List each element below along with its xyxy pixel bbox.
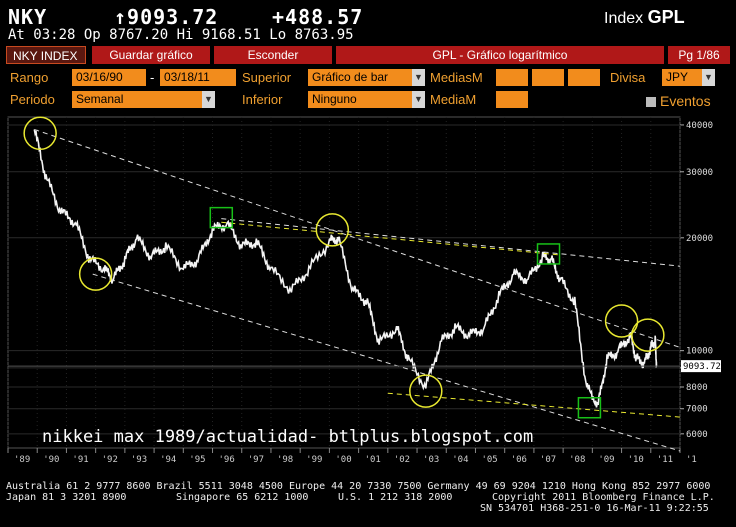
avg-label: MediaM — [430, 92, 477, 107]
currency-dropdown-icon[interactable]: ▼ — [702, 69, 715, 86]
range-separator: - — [150, 70, 155, 85]
avg-field[interactable] — [496, 91, 528, 108]
trend-line — [92, 273, 681, 452]
annotation-circle — [409, 374, 443, 408]
support-line — [387, 392, 681, 418]
x-tick-label: '89 — [14, 455, 30, 465]
lower-label: Inferior — [242, 92, 283, 107]
page-indicator[interactable]: Pg 1/86 — [668, 46, 730, 64]
x-tick-label: '10 — [628, 455, 644, 465]
annotation-circle — [631, 318, 665, 352]
trend-line — [34, 129, 681, 348]
index-label: Index GPL — [604, 7, 685, 28]
y-tick-label: 20000 — [686, 234, 713, 244]
quote-header: NKY ↑9093.72 +488.57 Index GPL At 03:28 … — [0, 0, 736, 46]
y-tick-label: 30000 — [686, 168, 713, 178]
menu-bar: NKY INDEX Guardar gráfico Esconder GPL -… — [6, 46, 730, 65]
annotation-circle — [78, 257, 113, 291]
lower-dropdown-icon[interactable]: ▼ — [412, 91, 425, 108]
x-tick-label: '00 — [335, 455, 351, 465]
x-tick-label: '08 — [569, 455, 585, 465]
y-tick-label: 6000 — [686, 430, 708, 440]
x-tick-label: '1 — [686, 455, 697, 465]
x-tick-label: '90 — [43, 455, 59, 465]
trend-line — [221, 218, 681, 267]
support-line — [221, 221, 561, 256]
controls-row-1: Rango 03/16/90 - 03/18/11 Superior Gráfi… — [6, 69, 730, 87]
moving-avg-field-3[interactable] — [568, 69, 600, 86]
tab-nky-index[interactable]: NKY INDEX — [6, 46, 86, 64]
x-tick-label: '94 — [160, 455, 176, 465]
x-tick-label: '95 — [189, 455, 205, 465]
upper-label: Superior — [242, 70, 292, 85]
footer-line-1: Australia 61 2 9777 8600 Brazil 5511 304… — [6, 481, 711, 492]
ticker-symbol: NKY — [8, 5, 48, 29]
upper-dropdown-icon[interactable]: ▼ — [412, 69, 425, 86]
x-tick-label: '97 — [248, 455, 264, 465]
index-function: GPL — [647, 7, 685, 27]
x-tick-label: '02 — [394, 455, 410, 465]
annotation-square — [209, 206, 234, 229]
footer-us: U.S. 1 212 318 2000 — [338, 492, 453, 503]
x-tick-label: '01 — [365, 455, 381, 465]
range-label: Rango — [10, 70, 49, 85]
controls-row-2: Periodo Semanal ▼ Inferior Ninguno ▼ Med… — [6, 91, 730, 109]
range-start-field[interactable]: 03/16/90 — [72, 69, 146, 86]
price-change: +488.57 — [272, 5, 364, 29]
x-tick-label: '09 — [598, 455, 614, 465]
chart-title: GPL - Gráfico logarítmico — [336, 46, 664, 64]
x-tick-label: '96 — [219, 455, 235, 465]
moving-avg-field-1[interactable] — [496, 69, 528, 86]
currency-select[interactable]: JPY — [662, 69, 702, 86]
events-toggle[interactable]: Eventos — [646, 93, 711, 109]
x-tick-label: '03 — [423, 455, 439, 465]
upper-select[interactable]: Gráfico de bar — [308, 69, 412, 86]
annotation-circle — [23, 116, 57, 151]
moving-avg-label: MediasM — [430, 70, 483, 85]
x-tick-label: '98 — [277, 455, 293, 465]
x-tick-label: '92 — [102, 455, 118, 465]
footer-session: SN 534701 H368-251-0 16-Mar-11 9:22:55 — [480, 503, 709, 514]
x-tick-label: '07 — [540, 455, 556, 465]
footer-singapore: Singapore 65 6212 1000 — [176, 492, 309, 503]
x-tick-label: '11 — [657, 455, 673, 465]
chart-area: 40000 30000 20000 10000 8000 7000 6000 '89 '90 '9… — [0, 113, 736, 465]
events-label: Eventos — [660, 93, 711, 109]
footer-japan: Japan 81 3 3201 8900 — [6, 492, 127, 503]
x-tick-label: '99 — [306, 455, 322, 465]
last-price: ↑9093.72 — [114, 5, 219, 29]
events-checkbox[interactable] — [646, 97, 656, 107]
x-tick-label: '91 — [72, 455, 88, 465]
x-tick-label: '05 — [481, 455, 497, 465]
current-price-label: 9093.72 — [683, 362, 721, 372]
period-dropdown-icon[interactable]: ▼ — [202, 91, 215, 108]
y-tick-label: 40000 — [686, 121, 713, 131]
y-tick-label: 10000 — [686, 347, 713, 357]
footer-copyright: Copyright 2011 Bloomberg Finance L.P. — [492, 492, 715, 503]
period-select[interactable]: Semanal — [72, 91, 202, 108]
x-tick-label: '04 — [452, 455, 468, 465]
annotation-watermark: nikkei max 1989/actualidad- btlplus.blog… — [42, 427, 534, 447]
y-tick-label: 8000 — [686, 383, 708, 393]
x-tick-label: '06 — [511, 455, 527, 465]
save-chart-button[interactable]: Guardar gráfico — [92, 46, 210, 64]
annotation-square — [536, 243, 561, 265]
price-chart: 40000 30000 20000 10000 8000 7000 6000 '89 '90 '9… — [7, 116, 721, 465]
currency-label: Divisa — [610, 70, 646, 85]
lower-select[interactable]: Ninguno — [308, 91, 412, 108]
annotation-square — [577, 396, 602, 419]
annotation-circle — [604, 304, 639, 338]
moving-avg-field-2[interactable] — [532, 69, 564, 86]
price-series-line — [33, 129, 658, 408]
hide-button[interactable]: Esconder — [214, 46, 332, 64]
range-end-field[interactable]: 03/18/11 — [160, 69, 236, 86]
y-tick-label: 7000 — [686, 405, 708, 415]
quote-line: At 03:28 Op 8767.20 Hi 9168.51 Lo 8763.9… — [8, 27, 354, 43]
index-label-text: Index — [604, 10, 644, 27]
current-price-box — [681, 360, 721, 373]
annotation-circle — [315, 213, 350, 247]
x-tick-label: '93 — [131, 455, 147, 465]
period-label: Periodo — [10, 92, 55, 107]
